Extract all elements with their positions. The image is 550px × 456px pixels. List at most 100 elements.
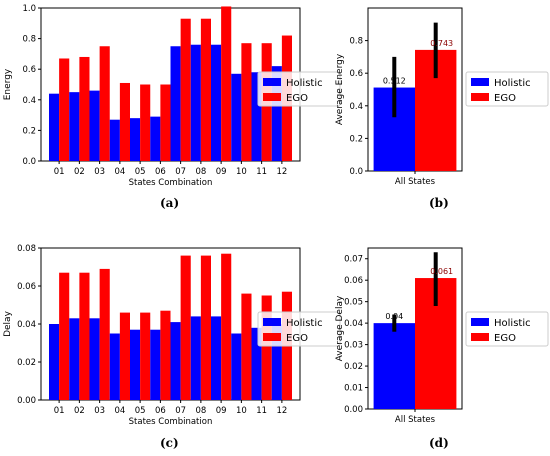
bar-ego-04 xyxy=(119,312,130,400)
bar-ego-06 xyxy=(160,84,171,161)
chart-d: 0.00 0.01 0.02 0.03 0.04 0.05 0.06 0.07 0.04 0.06… xyxy=(335,247,549,425)
bar-holistic-06 xyxy=(150,116,161,161)
y-tick-label: 0.06 xyxy=(344,276,363,286)
x-tick-label: 01 xyxy=(54,167,65,177)
legend-label-ego: EGO xyxy=(494,93,516,104)
legend-label-ego: EGO xyxy=(494,333,516,344)
bar-holistic-02 xyxy=(69,318,80,400)
bar-holistic-06 xyxy=(150,329,161,400)
x-tick-label: 04 xyxy=(114,167,125,177)
y-axis-label: Energy xyxy=(3,68,13,100)
legend: Holistic EGO xyxy=(465,71,549,107)
bar-holistic-01 xyxy=(49,93,60,161)
x-tick-label: 01 xyxy=(54,406,65,416)
y-tick-label: 0.07 xyxy=(344,255,363,265)
legend-swatch-holistic xyxy=(263,318,281,326)
bar-ego-06 xyxy=(160,310,171,400)
data-label-ego: 0.061 xyxy=(430,267,453,276)
y-tick-label: 0.0 xyxy=(22,157,36,167)
bar-holistic-03 xyxy=(89,318,100,400)
y-tick-label: 0.2 xyxy=(349,134,363,144)
legend-swatch-holistic xyxy=(263,78,281,86)
bar-holistic-05 xyxy=(130,329,141,400)
legend-label-ego: EGO xyxy=(286,93,308,104)
bar-holistic-10 xyxy=(231,73,242,161)
legend-swatch-ego xyxy=(471,93,489,101)
y-tick-label: 0.00 xyxy=(17,396,36,406)
bar-holistic-11 xyxy=(251,327,262,400)
bar-holistic-05 xyxy=(130,118,141,161)
y-tick-label: 0.04 xyxy=(17,320,36,330)
bar-ego-01 xyxy=(59,58,70,161)
legend-label-ego: EGO xyxy=(286,333,308,344)
y-tick-label: 0.8 xyxy=(22,35,36,45)
bar-ego-05 xyxy=(140,312,151,400)
bar-ego-11 xyxy=(261,295,272,400)
chart-a: 0.0 0.2 0.4 0.6 0.8 1.0 01 02 03 04 05 06 07 08 09 10 11… xyxy=(3,4,341,188)
y-axis-label: Average Delay xyxy=(335,295,345,361)
x-tick-label: 10 xyxy=(236,406,247,416)
bar-holistic-09 xyxy=(211,44,222,161)
bar-holistic-12 xyxy=(271,324,282,400)
bar-holistic-01 xyxy=(49,324,60,400)
bar-ego-07 xyxy=(180,255,191,400)
x-tick-label: 08 xyxy=(195,406,206,416)
bar-ego-10 xyxy=(241,43,252,161)
bar-ego-07 xyxy=(180,18,191,162)
y-tick-label: 0.08 xyxy=(17,244,36,254)
legend-swatch-ego xyxy=(263,333,281,341)
bar-holistic-07 xyxy=(170,322,181,400)
legend: Holistic EGO xyxy=(257,71,341,107)
bar-ego-02 xyxy=(79,56,90,161)
x-tick-label: 09 xyxy=(216,406,227,416)
bar-holistic-08 xyxy=(190,44,201,161)
y-axis-label: Average Energy xyxy=(335,53,345,125)
legend-label-holistic: Holistic xyxy=(494,318,531,329)
legend-label-holistic: Holistic xyxy=(286,318,323,329)
bar-holistic-all-states xyxy=(373,323,415,409)
x-tick-label: 06 xyxy=(155,406,166,416)
bar-holistic-03 xyxy=(89,90,100,161)
data-label-holistic: 0.04 xyxy=(385,312,403,321)
legend: Holistic EGO xyxy=(257,311,341,347)
x-tick-label: 08 xyxy=(195,167,206,177)
x-axis-label: States Combination xyxy=(129,417,213,427)
bar-holistic-09 xyxy=(211,316,222,400)
caption-d: (d) xyxy=(429,436,449,450)
bar-holistic-08 xyxy=(190,316,201,400)
x-tick-label: 05 xyxy=(135,167,146,177)
x-axis-label: States Combination xyxy=(129,178,213,188)
y-axis-label: Delay xyxy=(3,310,13,336)
y-tick-label: 0.02 xyxy=(17,358,36,368)
x-tick-label: 10 xyxy=(236,167,247,177)
bar-holistic-04 xyxy=(109,119,120,161)
y-tick-label: 0.4 xyxy=(349,102,363,112)
bar-ego-01 xyxy=(59,272,70,400)
x-tick-label: 11 xyxy=(256,406,267,416)
y-tick-label: 0.04 xyxy=(344,319,363,329)
caption-c: (c) xyxy=(160,436,179,450)
bar-ego-10 xyxy=(241,293,252,400)
x-tick-label: 05 xyxy=(135,406,146,416)
caption-b: (b) xyxy=(429,196,449,210)
x-tick-label: 03 xyxy=(94,406,105,416)
x-tick-label: 02 xyxy=(74,406,85,416)
x-tick-label: 07 xyxy=(175,167,186,177)
y-tick-label: 0.03 xyxy=(344,341,363,351)
bar-ego-03 xyxy=(99,46,110,161)
bar-ego-09 xyxy=(221,253,232,400)
bar-holistic-02 xyxy=(69,92,80,161)
y-tick-label: 0.6 xyxy=(349,69,363,79)
legend: Holistic EGO xyxy=(465,311,549,347)
x-tick-label: 12 xyxy=(276,406,287,416)
bar-ego-08 xyxy=(200,255,211,400)
bar-ego-02 xyxy=(79,272,90,400)
x-tick-label: 07 xyxy=(175,406,186,416)
y-tick-label: 0.01 xyxy=(344,384,363,394)
legend-swatch-ego xyxy=(263,93,281,101)
x-tick-label: 11 xyxy=(256,167,267,177)
x-tick-label: All States xyxy=(395,177,436,187)
x-tick-label: All States xyxy=(395,415,436,425)
y-tick-label: 0.02 xyxy=(344,362,363,372)
